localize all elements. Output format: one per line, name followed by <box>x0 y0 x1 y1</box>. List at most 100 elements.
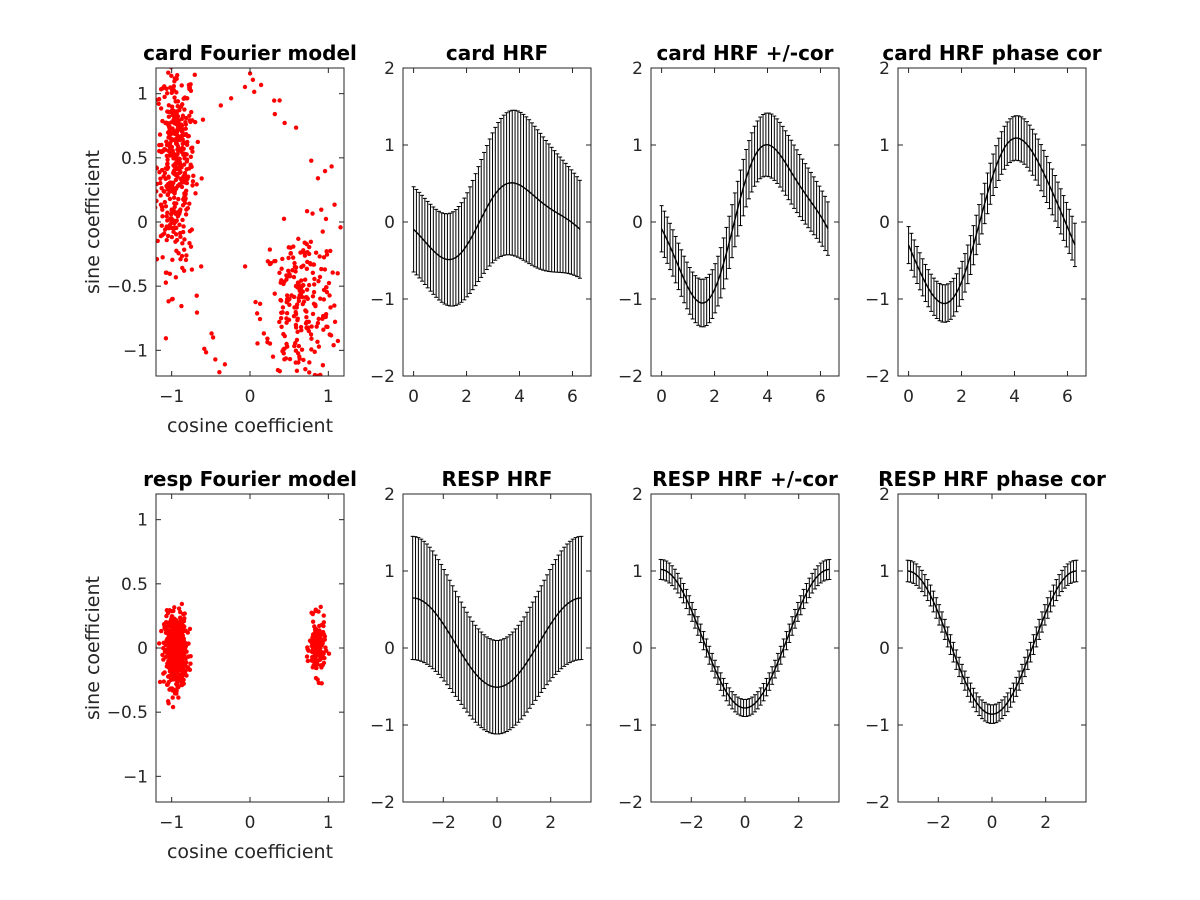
scatter-point <box>178 169 183 175</box>
subplot-0: −1 0 1 −1 −0.5 0 0.5 1 card Fourier model cosine … <box>82 41 357 437</box>
scatter-point <box>167 608 172 613</box>
scatter-point <box>296 343 302 349</box>
scatter-point <box>187 667 193 673</box>
scatter-point <box>345 368 349 372</box>
y-tick-label: 0 <box>137 639 148 659</box>
x-tick-label: 0 <box>987 813 998 833</box>
x-tick-label: 2 <box>956 387 967 407</box>
y-tick-label: 2 <box>632 59 643 79</box>
scatter-point <box>180 203 186 208</box>
scatter-point <box>199 176 204 181</box>
scatter-point <box>180 241 185 246</box>
scatter-point <box>293 265 299 270</box>
scatter-point <box>309 649 315 655</box>
scatter-point <box>171 83 177 89</box>
scatter-point <box>293 311 299 317</box>
scatter-point <box>171 195 177 200</box>
scatter-point <box>164 91 170 96</box>
scatter-point <box>292 305 297 310</box>
scatter-point <box>172 636 177 642</box>
scatter-point <box>180 653 185 659</box>
scatter-point <box>299 264 304 270</box>
scatter-point <box>321 297 327 302</box>
plot-area <box>906 115 1077 323</box>
scatter-point <box>171 646 176 652</box>
scatter-point <box>170 704 176 710</box>
scatter-point <box>165 651 170 657</box>
scatter-point <box>173 691 178 696</box>
scatter-point <box>187 626 193 632</box>
scatter-point <box>202 346 207 352</box>
scatter-point <box>301 357 306 363</box>
subplot-4: −1 0 1 −1 −0.5 0 0.5 1 resp Fourier model cosine … <box>82 467 357 863</box>
scatter-point <box>192 72 197 78</box>
scatter-point <box>315 339 320 345</box>
scatter-point <box>322 637 327 642</box>
scatter-point <box>287 302 292 307</box>
scatter-point <box>295 316 300 321</box>
x-tick-label: 6 <box>1062 387 1073 407</box>
scatter-point <box>315 632 321 637</box>
scatter-point <box>182 107 187 112</box>
subplot-title: RESP HRF <box>442 467 553 491</box>
scatter-point <box>281 351 286 356</box>
scatter-point <box>321 620 327 625</box>
scatter-point <box>331 342 336 348</box>
scatter-point <box>180 102 185 107</box>
subplot-title: card HRF phase cor <box>882 41 1101 65</box>
scatter-point <box>167 687 172 692</box>
scatter-point <box>297 288 302 293</box>
x-tick-label: 0 <box>492 813 503 833</box>
scatter-point <box>182 170 188 176</box>
scatter-point <box>177 137 183 143</box>
x-tick-label: 4 <box>762 387 773 407</box>
scatter-point <box>187 241 192 246</box>
y-tick-label: −1 <box>618 716 643 736</box>
scatter-point <box>169 234 175 240</box>
scatter-point <box>173 623 178 628</box>
scatter-point <box>186 133 191 139</box>
scatter-point <box>253 299 258 305</box>
scatter-point <box>311 639 317 645</box>
scatter-point <box>173 232 179 237</box>
scatter-point <box>303 366 308 372</box>
y-axis-label: sine coefficient <box>82 576 104 720</box>
x-tick-label: 2 <box>545 813 556 833</box>
scatter-point <box>183 196 188 201</box>
scatter-point <box>159 628 164 634</box>
scatter-point <box>310 658 315 664</box>
scatter-point <box>191 173 196 179</box>
scatter-point <box>174 654 180 659</box>
scatter-point <box>257 301 263 307</box>
scatter-point <box>166 148 171 154</box>
scatter-point <box>317 254 322 259</box>
subplot-title: card Fourier model <box>143 41 357 65</box>
scatter-point <box>346 277 350 281</box>
scatter-point <box>181 174 186 179</box>
scatter-point <box>306 251 312 257</box>
scatter-point <box>293 125 299 130</box>
scatter-point <box>300 294 305 300</box>
scatter-point <box>179 184 185 190</box>
scatter-point <box>278 298 284 303</box>
scatter-point <box>170 614 175 619</box>
scatter-point <box>150 150 154 154</box>
scatter-point <box>156 189 159 194</box>
scatter-point <box>279 324 284 330</box>
scatter-point <box>320 650 325 655</box>
scatter-point <box>270 354 276 359</box>
y-tick-label: 1 <box>137 85 148 105</box>
scatter-point <box>174 122 179 127</box>
scatter-point <box>162 170 168 176</box>
scatter-point <box>258 82 264 88</box>
scatter-point <box>163 336 169 341</box>
scatter-point <box>307 244 312 250</box>
scatter-point <box>313 608 318 614</box>
scatter-point <box>284 293 290 298</box>
scatter-point <box>165 225 170 230</box>
y-tick-label: 0 <box>384 639 395 659</box>
x-tick-label: 4 <box>514 387 525 407</box>
scatter-point <box>166 70 171 75</box>
scatter-point <box>304 287 310 292</box>
